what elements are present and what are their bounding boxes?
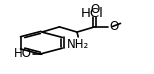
Text: O: O	[91, 3, 100, 16]
Text: HCl: HCl	[81, 7, 104, 20]
Text: HO: HO	[14, 47, 32, 60]
Text: NH₂: NH₂	[67, 38, 89, 51]
Text: O: O	[109, 20, 118, 33]
